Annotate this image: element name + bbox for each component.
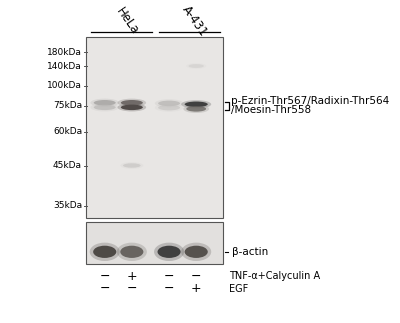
Text: 45kDa: 45kDa: [53, 161, 82, 170]
Text: −: −: [100, 282, 110, 295]
Ellipse shape: [118, 99, 146, 107]
Text: 35kDa: 35kDa: [53, 202, 82, 210]
Text: 180kDa: 180kDa: [47, 48, 82, 57]
Bar: [86, 37, 223, 217]
Text: β-actin: β-actin: [232, 247, 269, 257]
Ellipse shape: [121, 100, 143, 106]
Text: +: +: [191, 282, 202, 295]
Ellipse shape: [181, 100, 211, 109]
Text: HeLa: HeLa: [113, 5, 141, 37]
Text: −: −: [100, 270, 110, 283]
Text: /Moesin-Thr558: /Moesin-Thr558: [231, 105, 311, 115]
Ellipse shape: [158, 100, 180, 106]
Text: −: −: [191, 270, 202, 283]
Ellipse shape: [94, 100, 116, 106]
Ellipse shape: [117, 243, 147, 261]
Ellipse shape: [185, 101, 208, 107]
Ellipse shape: [90, 99, 119, 107]
Text: 100kDa: 100kDa: [47, 81, 82, 90]
Ellipse shape: [120, 246, 143, 258]
Text: 60kDa: 60kDa: [53, 127, 82, 136]
Ellipse shape: [186, 106, 206, 112]
Ellipse shape: [188, 64, 204, 68]
Ellipse shape: [186, 63, 206, 69]
Ellipse shape: [120, 162, 143, 169]
Ellipse shape: [185, 246, 208, 258]
Ellipse shape: [181, 243, 211, 261]
Text: 140kDa: 140kDa: [47, 61, 82, 70]
Ellipse shape: [158, 246, 181, 258]
Text: EGF: EGF: [229, 284, 249, 294]
Ellipse shape: [90, 103, 119, 111]
Text: 75kDa: 75kDa: [53, 101, 82, 110]
Ellipse shape: [154, 243, 184, 261]
Ellipse shape: [90, 243, 120, 261]
Ellipse shape: [93, 246, 116, 258]
Text: TNF-α+Calyculin A: TNF-α+Calyculin A: [229, 271, 320, 281]
Text: −: −: [164, 282, 174, 295]
Ellipse shape: [123, 163, 141, 168]
Ellipse shape: [94, 105, 116, 110]
Ellipse shape: [155, 103, 184, 112]
Text: −: −: [126, 282, 137, 295]
Text: +: +: [126, 270, 137, 283]
Ellipse shape: [158, 105, 180, 110]
Bar: [86, 222, 223, 264]
Ellipse shape: [155, 99, 184, 108]
Ellipse shape: [183, 105, 209, 113]
Ellipse shape: [118, 103, 146, 111]
Text: p-Ezrin-Thr567/Radixin-Thr564: p-Ezrin-Thr567/Radixin-Thr564: [231, 96, 389, 106]
Text: −: −: [164, 270, 174, 283]
Text: A-431: A-431: [180, 3, 210, 39]
Ellipse shape: [121, 105, 143, 110]
